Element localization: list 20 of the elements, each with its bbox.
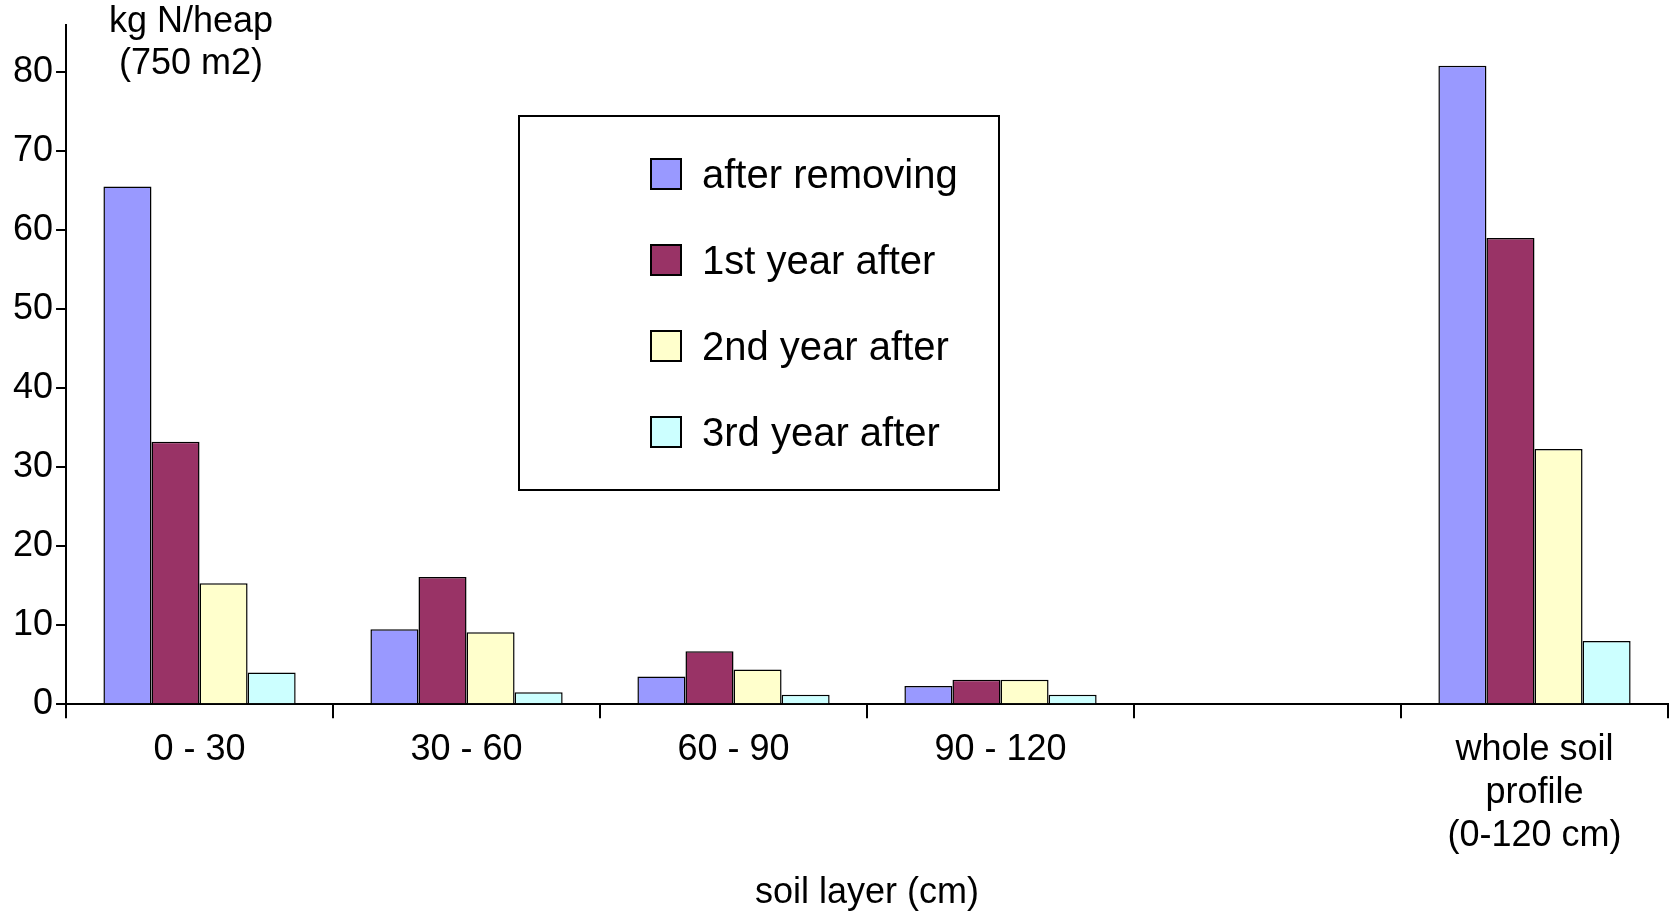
y-axis-title: kg N/heap (750 m2) (108, 0, 274, 82)
legend-label: 1st year after (702, 237, 936, 283)
x-tick-label: 0 - 30 (153, 726, 246, 768)
y-tick-label: 40 (13, 365, 54, 407)
legend-label: 3rd year after (702, 409, 940, 455)
y-tick-label: 20 (13, 523, 54, 565)
y-tick-label: 60 (13, 206, 54, 248)
y-tick-label: 30 (13, 444, 54, 486)
x-tick-label: 90 - 120 (934, 726, 1067, 768)
x-tick-label: 30 - 60 (410, 726, 523, 768)
x-tick-label: whole soil profile (0-120 cm) (1447, 726, 1622, 855)
x-tick-label: 60 - 90 (677, 726, 790, 768)
legend-label: after removing (702, 151, 958, 197)
y-tick-label: 0 (33, 681, 54, 723)
y-tick-label: 10 (13, 602, 54, 644)
x-axis-title: soil layer (cm) (755, 870, 980, 912)
y-tick-label: 50 (13, 286, 54, 328)
y-tick-label: 80 (13, 48, 54, 90)
y-tick-label: 70 (13, 127, 54, 169)
legend-label: 2nd year after (702, 323, 949, 369)
